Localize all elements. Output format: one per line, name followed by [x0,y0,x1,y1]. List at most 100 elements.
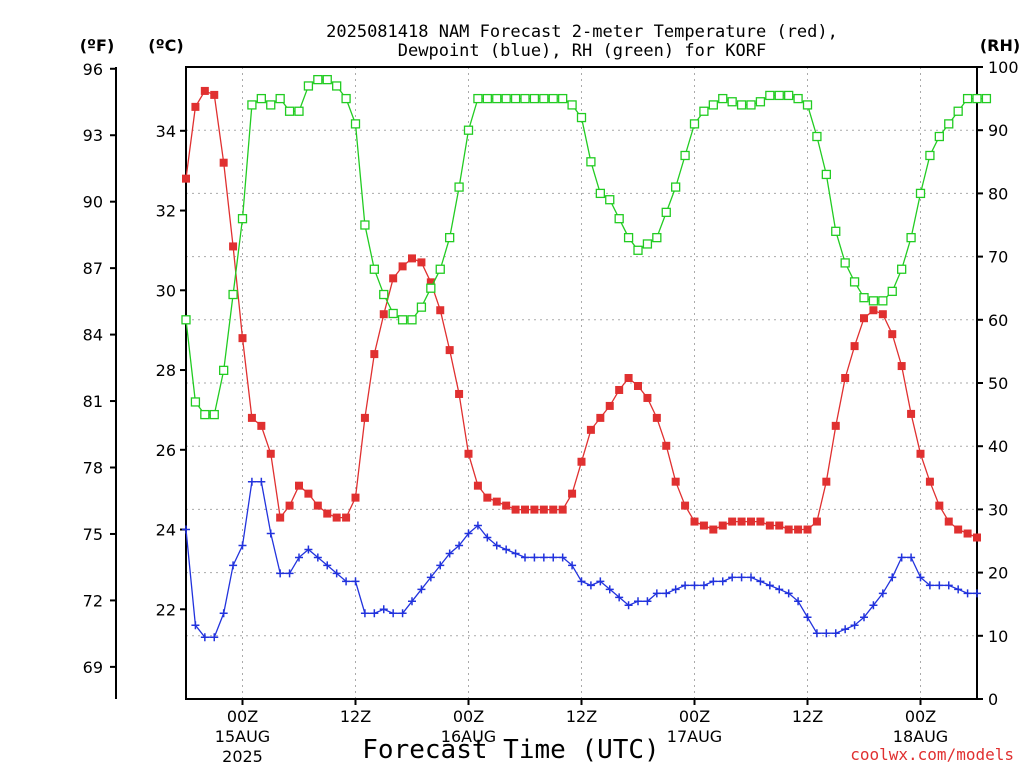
rh-point [614,214,624,224]
grid-lines [186,67,977,699]
x-axis-label: Forecast Time (UTC) [362,735,659,765]
temperature-point [671,477,680,486]
dewpoint-point [473,521,482,530]
temperature-point [944,517,953,526]
temperature-point [549,505,558,514]
rh-point [284,106,295,116]
dewpoint-point [464,529,473,538]
dewpoint-point [860,613,868,622]
rh-point [859,293,869,303]
fahrenheit-tick-label: 93 [83,126,103,145]
temperature-point [511,505,520,514]
x-tick-label: 12Z [792,707,823,726]
x-tick-label: 00Z [905,707,936,726]
temperature-point [916,449,925,458]
dewpoint-point [539,553,548,562]
dewpoint-point [888,573,897,582]
dewpoint-point [652,589,661,598]
rh-point [360,220,370,230]
dewpoint-point [662,589,671,598]
dewpoint-point [841,625,850,634]
temperature-point [822,477,831,486]
rh-point [981,93,992,104]
dewpoint-point [803,613,812,622]
temperature-point [747,517,755,526]
dewpoint-point [502,545,511,554]
temperature-point [681,501,690,510]
rh-point [529,93,540,104]
dewpoint-point [878,589,887,598]
rh-point [906,232,916,243]
temperature-point [954,525,963,534]
dewpoint-point [191,621,200,630]
rh-point [962,93,973,104]
temperature-point [784,525,793,534]
temperature-point [831,421,840,430]
rh-tick-label: 0 [988,690,998,709]
rh-point [200,409,210,420]
temperature-point [436,306,445,315]
temperature-point [342,513,351,522]
rh-point [266,100,276,110]
dewpoint-point [304,545,313,554]
rh-point [567,100,577,110]
dewpoint-point [709,577,718,586]
temperature-point [812,517,821,526]
rh-point [219,365,229,376]
dewpoint-point [313,553,322,562]
rh-point [209,409,219,420]
temperature-point [408,254,416,263]
rh-axis-unit: (RH) [980,36,1020,55]
temperature-point [304,489,313,498]
rh-tick-label: 60 [988,311,1008,330]
dewpoint-point [812,629,821,638]
temperature-point [615,385,624,394]
dewpoint-point [238,541,247,550]
fahrenheit-tick-label: 78 [83,459,103,478]
temperature-point [219,158,228,167]
celsius-tick-label: 28 [156,361,176,380]
dewpoint-point [586,581,595,590]
temperature-point [332,513,341,522]
dewpoint-point [747,573,755,582]
temperature-point [652,413,661,422]
dewpoint-point [624,601,633,610]
rh-point [812,131,822,142]
temperature-point [210,90,219,99]
dewpoint-point [916,573,925,582]
rh-point [793,93,803,104]
celsius-tick-label: 30 [156,281,176,300]
temperature-point [266,449,275,458]
dewpoint-point [615,593,624,602]
dewpoint-point [973,589,981,598]
rh-point [680,150,690,161]
rh-point [736,100,747,110]
celsius-tick-label: 34 [156,122,176,141]
dewpoint-point [869,601,878,610]
temperature-point [756,517,765,526]
dewpoint-point [634,597,642,606]
rh-point [595,188,605,199]
dewpoint-point [643,597,652,606]
temperature-point [473,481,482,490]
rh-point [718,93,728,104]
dewpoint-point [765,581,774,590]
dewpoint-point [963,589,972,598]
dewpoint-point [323,561,332,570]
rh-point [294,106,304,116]
x-tick-label: 00Z [227,707,258,726]
rh-point [802,100,813,110]
rh-point [671,182,681,192]
rh-point [840,258,850,268]
x-tick-date-label: 16AUG [441,727,496,746]
rh-point [878,296,888,306]
temperature-point [191,102,200,111]
dewpoint-point [483,533,492,542]
fahrenheit-tick-label: 90 [83,193,103,212]
rh-point [944,119,954,129]
dewpoint-point [850,621,859,630]
temperature-point [586,425,595,434]
rh-point [473,93,483,104]
temperature-point [445,346,454,355]
x-tick-date-label: 17AUG [667,727,722,746]
